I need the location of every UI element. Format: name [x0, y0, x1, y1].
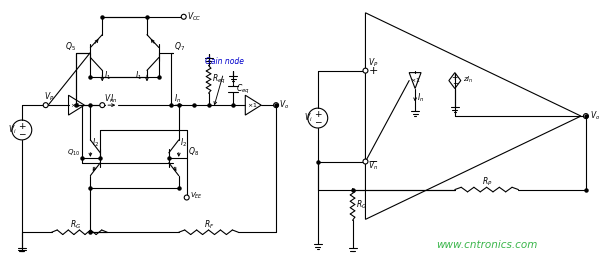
- Circle shape: [363, 68, 368, 73]
- Text: Gain node: Gain node: [205, 57, 244, 67]
- Text: $V_n$: $V_n$: [368, 160, 379, 172]
- Text: $\times$1: $\times$1: [70, 101, 81, 109]
- Text: $Q_5$: $Q_5$: [65, 41, 76, 53]
- Text: $Q_{10}$: $Q_{10}$: [67, 148, 80, 158]
- Text: $zI_n$: $zI_n$: [463, 75, 473, 85]
- Text: $V_{CC}$: $V_{CC}$: [187, 10, 202, 23]
- Text: $V_o$: $V_o$: [590, 110, 600, 122]
- Circle shape: [274, 103, 278, 108]
- Text: −: −: [314, 117, 322, 126]
- Text: $I_n$: $I_n$: [110, 92, 118, 105]
- Text: $R_F$: $R_F$: [203, 218, 214, 231]
- Text: $C_{eq}$: $C_{eq}$: [236, 83, 250, 96]
- Text: −: −: [18, 129, 26, 138]
- Circle shape: [43, 103, 48, 108]
- Text: $V_i$: $V_i$: [8, 124, 17, 136]
- Text: $I_1$: $I_1$: [104, 69, 112, 82]
- Text: $R_P$: $R_P$: [482, 176, 492, 188]
- Text: $I_n$: $I_n$: [174, 92, 181, 105]
- Text: +: +: [18, 121, 26, 131]
- Text: $V_P$: $V_P$: [368, 57, 379, 69]
- Text: $I_2$: $I_2$: [92, 137, 100, 149]
- Text: $I_2$: $I_2$: [180, 137, 187, 149]
- Circle shape: [184, 195, 189, 200]
- Text: $V_P$: $V_P$: [44, 90, 54, 103]
- Circle shape: [363, 159, 368, 164]
- Text: $V_i$: $V_i$: [304, 112, 313, 124]
- Text: www.cntronics.com: www.cntronics.com: [436, 240, 538, 250]
- Text: $V_{EE}$: $V_{EE}$: [190, 190, 203, 201]
- Text: $I_1$: $I_1$: [135, 69, 142, 82]
- Text: +: +: [314, 109, 322, 119]
- Circle shape: [181, 14, 186, 19]
- Text: +: +: [452, 73, 458, 82]
- Text: $I_n$: $I_n$: [417, 91, 424, 104]
- Text: $R_{eq}$: $R_{eq}$: [212, 73, 226, 86]
- Text: $R_G$: $R_G$: [70, 218, 81, 231]
- Text: $\times$1: $\times$1: [410, 76, 421, 84]
- Text: $R_G$: $R_G$: [356, 198, 367, 211]
- Circle shape: [100, 103, 105, 108]
- Text: $V_n$: $V_n$: [104, 92, 115, 105]
- Text: $Q_8$: $Q_8$: [188, 146, 199, 158]
- Circle shape: [583, 114, 589, 119]
- Text: +: +: [369, 66, 378, 76]
- Text: −: −: [369, 156, 378, 167]
- Text: $Q_7$: $Q_7$: [174, 41, 185, 53]
- Text: $V_o$: $V_o$: [279, 99, 289, 112]
- Text: −: −: [452, 79, 458, 88]
- Text: $\times$1: $\times$1: [247, 101, 257, 109]
